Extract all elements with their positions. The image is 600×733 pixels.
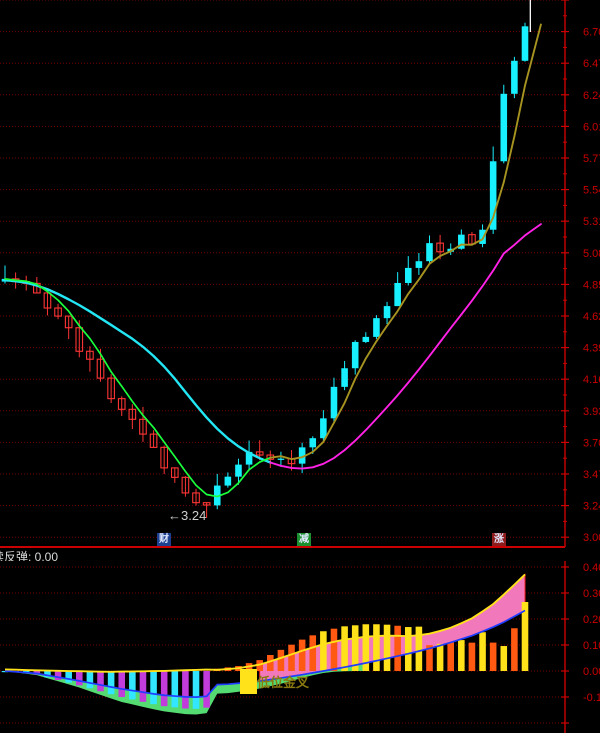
svg-text:4.16: 4.16 [583,374,600,386]
svg-text:5.54: 5.54 [583,185,600,197]
svg-text:3.70: 3.70 [583,437,600,449]
svg-text:0.20: 0.20 [583,614,600,626]
svg-text:0.30: 0.30 [583,588,600,600]
svg-text:6.01: 6.01 [583,121,600,133]
svg-text:6.24: 6.24 [583,90,600,102]
svg-text:6.47: 6.47 [583,58,600,70]
svg-text:0.40: 0.40 [583,562,600,574]
svg-text:3.24: 3.24 [583,501,600,513]
svg-text:5.08: 5.08 [583,248,600,260]
svg-text:4.85: 4.85 [583,279,600,291]
svg-text:0.00: 0.00 [583,666,600,678]
svg-text:0.10: 0.10 [583,640,600,652]
svg-text:6.70: 6.70 [583,27,600,39]
svg-text:3.47: 3.47 [583,469,600,481]
svg-text:-0.10: -0.10 [583,692,600,704]
svg-text:5.31: 5.31 [583,216,600,228]
svg-text:4.39: 4.39 [583,343,600,355]
svg-text:5.77: 5.77 [583,153,600,165]
svg-text:3.93: 3.93 [583,406,600,418]
svg-text:3.00: 3.00 [583,532,600,544]
svg-text:4.62: 4.62 [583,311,600,323]
